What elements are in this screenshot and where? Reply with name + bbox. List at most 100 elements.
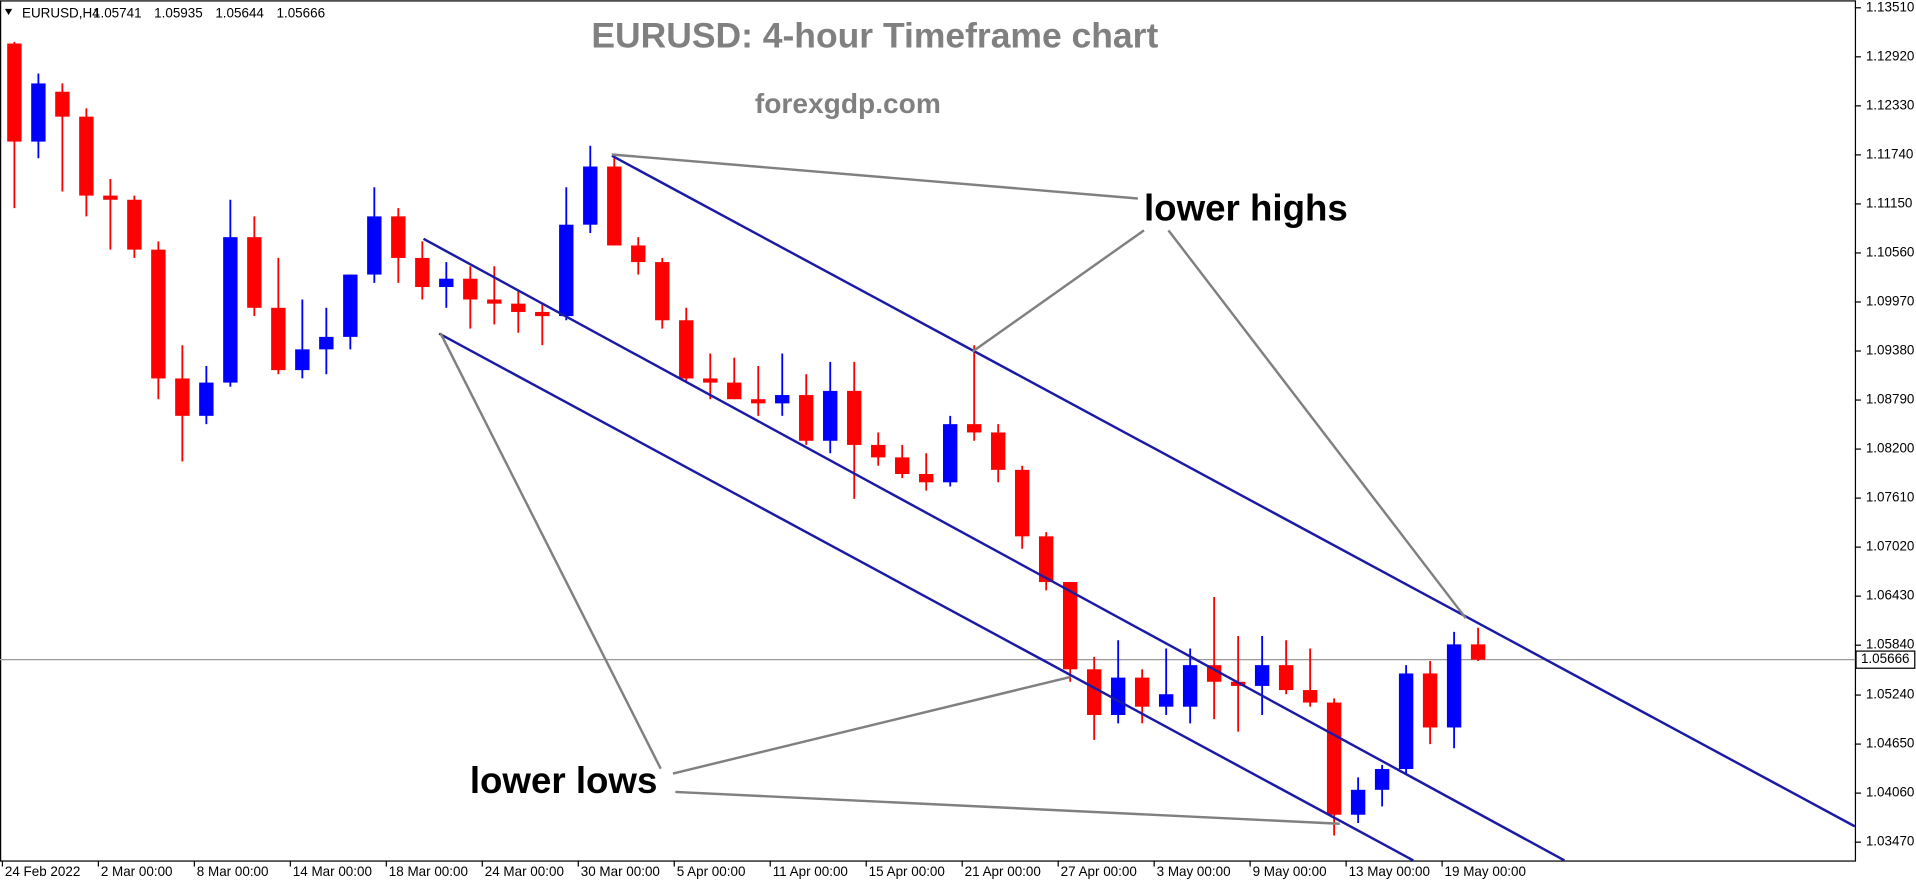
candle-body	[655, 262, 670, 321]
candle-body	[127, 199, 142, 250]
candle-body	[343, 274, 358, 337]
y-tick-label: 1.05240	[1866, 687, 1915, 702]
candle-body	[1086, 669, 1102, 716]
x-tick-label: 14 Mar 00:00	[293, 864, 372, 879]
y-tick-label: 1.10560	[1866, 244, 1915, 259]
candle-body	[487, 299, 502, 304]
header-value: 1.05935	[154, 5, 203, 20]
candle-body	[823, 390, 838, 441]
y-tick-label: 1.08790	[1866, 392, 1915, 407]
candle-body	[295, 349, 310, 371]
y-tick-label: 1.12330	[1866, 97, 1915, 112]
candle-body	[1110, 677, 1126, 716]
candle-body	[703, 378, 718, 383]
candle-body	[319, 336, 334, 350]
channel-line	[611, 154, 1856, 828]
y-tick-label: 1.04060	[1866, 785, 1915, 800]
candle-body	[1158, 694, 1174, 707]
candle-body	[1278, 665, 1294, 691]
chart-title: EURUSD: 4-hour Timeframe chart	[591, 16, 1158, 56]
y-tick-label: 1.05840	[1866, 637, 1915, 652]
x-tick-label: 13 May 00:00	[1349, 864, 1430, 879]
candle-body	[55, 91, 70, 117]
candle-body	[1422, 673, 1438, 728]
x-tick-label: 3 May 00:00	[1157, 864, 1231, 879]
chart-subtitle: forexgdp.com	[755, 88, 941, 119]
x-tick-label: 2 Mar 00:00	[101, 864, 173, 879]
candle-body	[1038, 536, 1054, 583]
candle-body	[1302, 690, 1318, 703]
pointer-lines	[439, 153, 1467, 825]
y-tick-label: 1.07610	[1866, 490, 1915, 505]
x-tick-label: 21 Apr 00:00	[965, 864, 1041, 879]
candle-body	[439, 278, 454, 288]
candle-body	[271, 307, 286, 371]
y-tick-label: 1.13510	[1866, 0, 1915, 14]
candle-body	[1206, 665, 1222, 682]
y-tick-label: 1.06430	[1866, 588, 1915, 603]
x-tick-label: 5 Apr 00:00	[677, 864, 746, 879]
x-tick-label: 11 Apr 00:00	[773, 864, 848, 879]
candle-body	[535, 311, 550, 317]
candle-body	[79, 116, 94, 196]
candle-body	[415, 257, 430, 288]
pointer	[611, 153, 1138, 200]
candle-body	[895, 457, 910, 475]
header-arrow	[4, 8, 13, 15]
candle-body	[1350, 789, 1366, 815]
y-tick-label: 1.12920	[1866, 48, 1915, 63]
candle-body	[679, 320, 694, 379]
candle-body	[1254, 665, 1270, 686]
y-tick-label: 1.09380	[1866, 343, 1915, 358]
candle-body	[175, 378, 190, 416]
candle-body	[943, 424, 958, 483]
candle-body	[31, 83, 46, 142]
x-tick-label: 15 Apr 00:00	[869, 864, 945, 879]
candle-body	[103, 195, 118, 200]
candle-body	[391, 216, 406, 258]
y-tick-label: 1.04650	[1866, 736, 1915, 751]
candle-body	[919, 474, 934, 483]
pointer	[672, 675, 1071, 775]
candle-body	[583, 166, 598, 225]
candle-body	[1446, 644, 1462, 728]
x-tick-label: 9 May 00:00	[1253, 864, 1327, 879]
candle-body	[607, 166, 622, 246]
pointer	[439, 332, 662, 770]
candle-body	[990, 432, 1006, 470]
x-tick-label: 24 Feb 2022	[5, 864, 80, 879]
candle-body	[799, 395, 814, 441]
candle-body	[1134, 677, 1150, 707]
candle-body	[7, 43, 22, 142]
y-tick-label: 1.07020	[1866, 539, 1915, 554]
candle-body	[871, 444, 886, 458]
candle-body	[775, 395, 790, 404]
annotation: lower lows	[470, 760, 658, 801]
header-value: 1.05644	[215, 5, 264, 20]
pointer	[971, 229, 1145, 353]
plot-frame	[0, 0, 1857, 862]
candle-body	[1374, 769, 1390, 790]
x-tick-label: 24 Mar 00:00	[485, 864, 564, 879]
candle-body	[1182, 665, 1198, 707]
channel-line	[438, 332, 1414, 862]
x-tick-label: 8 Mar 00:00	[197, 864, 269, 879]
y-tick-label: 1.03470	[1866, 834, 1915, 849]
candle-body	[1470, 644, 1486, 660]
current-price-label: 1.05666	[1861, 651, 1910, 666]
candle-body	[631, 245, 646, 263]
x-tick-label: 19 May 00:00	[1445, 864, 1526, 879]
candle-body	[727, 382, 742, 400]
candle-body	[1062, 582, 1078, 670]
candle-body	[247, 237, 262, 308]
y-tick-label: 1.08200	[1866, 441, 1915, 456]
annotation: lower highs	[1144, 187, 1348, 228]
pointer	[1167, 229, 1467, 619]
candle-body	[751, 399, 766, 404]
candle-body	[1326, 702, 1342, 815]
y-tick-label: 1.11150	[1866, 195, 1913, 210]
candle-body	[847, 390, 862, 445]
x-tick-label: 30 Mar 00:00	[581, 864, 660, 879]
candle-body	[511, 303, 526, 312]
y-tick-label: 1.09970	[1866, 294, 1915, 309]
